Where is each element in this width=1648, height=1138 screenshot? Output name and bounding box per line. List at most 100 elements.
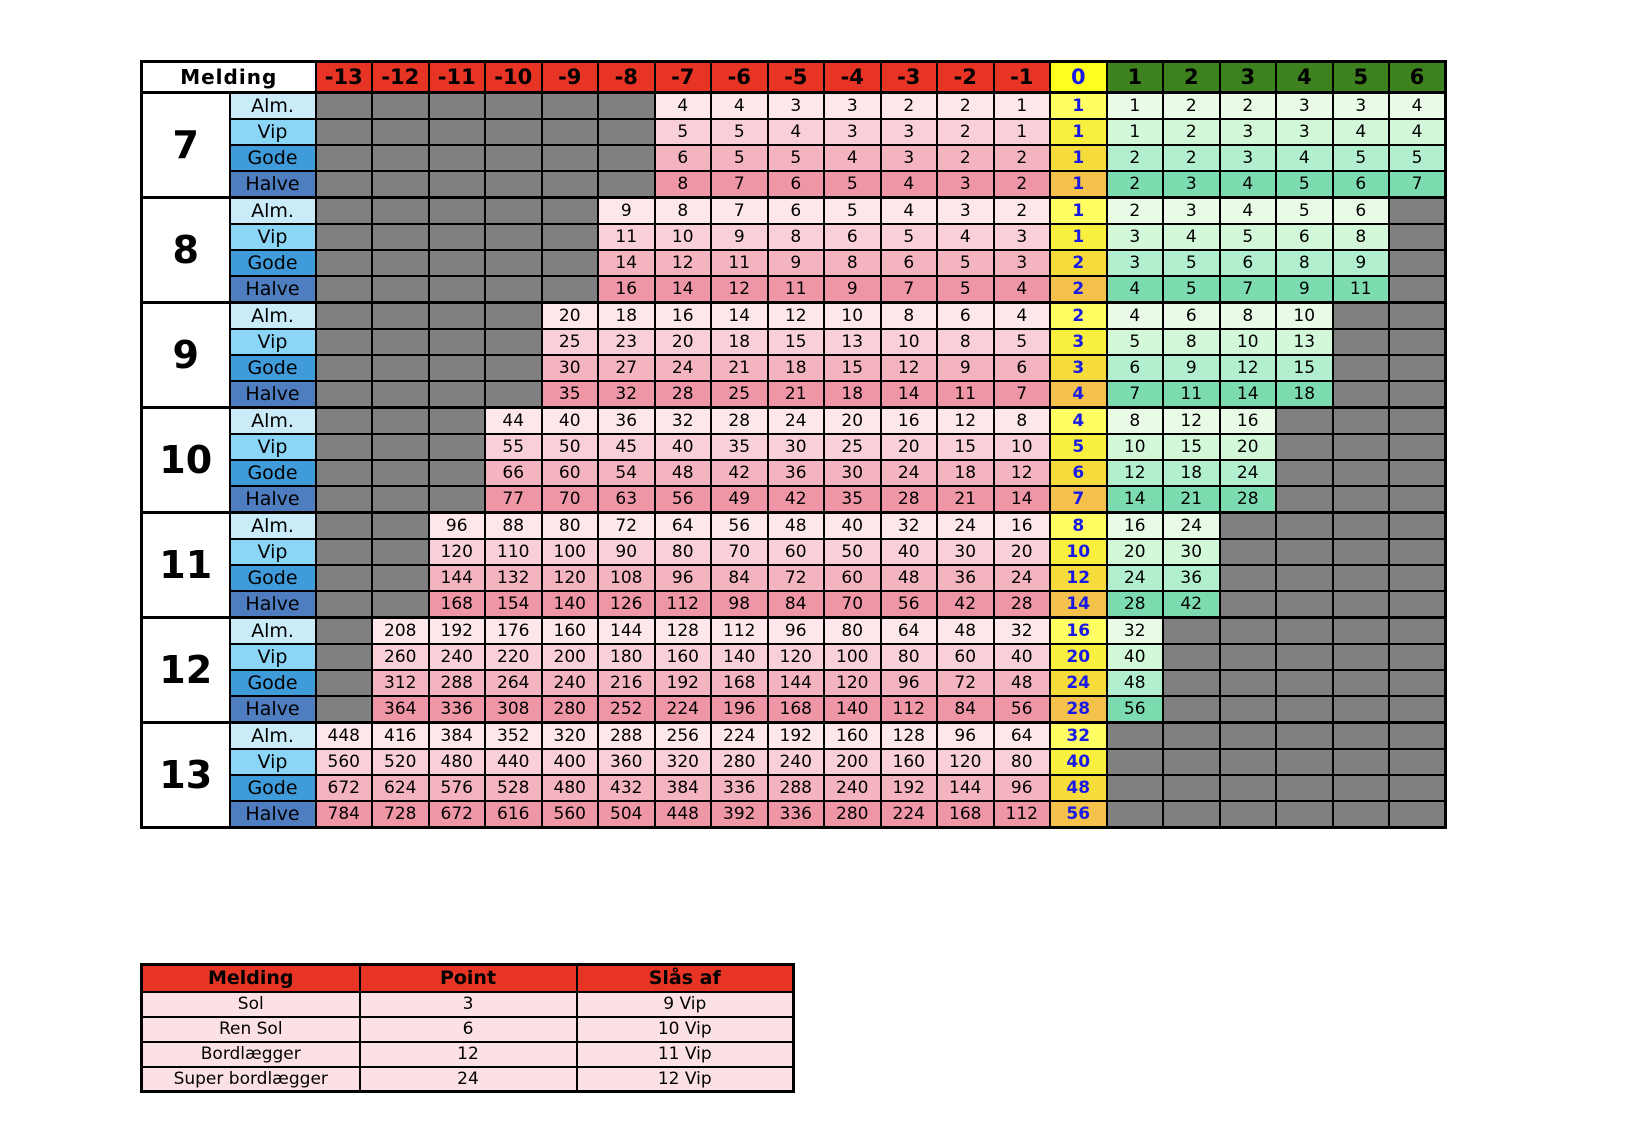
score-cell: 256 [653,721,712,750]
score-cell: 56 [1105,695,1164,724]
column-header: -5 [766,60,825,94]
unavailable-cell [314,485,373,514]
score-cell: 30 [936,538,995,566]
unavailable-cell [484,354,543,382]
unavailable-cell [314,616,373,645]
unavailable-cell [1331,800,1390,829]
category-vip: Vip [228,433,317,461]
unavailable-cell [1331,433,1390,461]
score-cell: 728 [371,800,430,829]
score-cell: 220 [484,643,543,671]
score-cell: 3 [823,118,882,146]
unavailable-cell [597,91,656,120]
unavailable-cell [1388,643,1447,671]
unavailable-cell [484,170,543,199]
score-cell: 4 [653,91,712,120]
unavailable-cell [1331,616,1390,645]
unavailable-cell [1162,669,1221,697]
score-cell: 192 [879,774,938,802]
score-row: Halve 16 14 12 11 9 7 5 4 2 4 5 7 9 11 [142,275,1447,304]
score-cell: 320 [540,721,599,750]
score-cell: 30 [766,433,825,461]
score-cell: 50 [540,433,599,461]
unavailable-cell [427,91,486,120]
score-cell: 14 [879,380,938,409]
score-cell: 7 [710,170,769,199]
score-cell: 15 [823,354,882,382]
unavailable-cell [1218,643,1277,671]
unavailable-cell [484,275,543,304]
unavailable-cell [1275,748,1334,776]
score-cell: 49 [710,485,769,514]
score-cell: 24 [1105,564,1164,592]
score-cell: 4 [1388,118,1447,146]
score-cell: 3 [766,91,825,120]
unavailable-cell [371,406,430,435]
score-cell: 18 [766,354,825,382]
category-vip: Vip [228,538,317,566]
score-cell: 7 [879,275,938,304]
score-cell: 168 [766,695,825,724]
unavailable-cell [1275,511,1334,540]
score-cell: 15 [766,328,825,356]
score-cell: 24 [936,511,995,540]
column-header: -10 [484,60,543,94]
score-cell: 14 [710,301,769,330]
unavailable-cell [1388,800,1447,829]
score-cell: 12 [936,406,995,435]
score-cell: 6 [936,301,995,330]
score-cell: 8 [1331,223,1390,251]
unavailable-cell [371,249,430,277]
unavailable-cell [1331,511,1390,540]
score-cell: 36 [1162,564,1221,592]
score-cell: 2 [936,91,995,120]
bid-level: 10 [140,406,231,514]
column-header: -7 [653,60,712,94]
score-cell: 5 [710,144,769,172]
score-cell: 80 [823,616,882,645]
score-cell: 4 [1105,275,1164,304]
unavailable-cell [1331,669,1390,697]
unavailable-cell [314,538,373,566]
score-cell: 8 [653,170,712,199]
score-table-body: 7 Alm. 4 4 3 3 2 2 1 1 1 2 2 3 3 4 Vip 5 5 4 3 3 2 1 1 1 2 3 3 4 4 Gode… [140,91,1447,829]
score-cell: 7 [992,380,1051,409]
unavailable-cell [1388,433,1447,461]
unavailable-cell [1388,538,1447,566]
unavailable-cell [427,118,486,146]
score-cell: 32 [653,406,712,435]
score-cell: 576 [427,774,486,802]
unavailable-cell [1388,616,1447,645]
score-cell: 160 [879,748,938,776]
legend-row: Ren Sol 6 10 Vip [140,1015,795,1043]
unavailable-cell [427,144,486,172]
unavailable-cell [540,196,599,225]
score-cell: 12 [710,275,769,304]
unavailable-cell [1162,748,1221,776]
unavailable-cell [427,249,486,277]
score-cell: 4 [1388,91,1447,120]
unavailable-cell [1105,774,1164,802]
score-cell: 5 [1275,196,1334,225]
score-cell: 504 [597,800,656,829]
score-cell: 72 [597,511,656,540]
unavailable-cell [1275,774,1334,802]
score-row: Vip 120 110 100 90 80 70 60 50 40 30 20 10 20 30 [142,538,1447,566]
score-cell: 36 [936,564,995,592]
score-cell: 9 [823,275,882,304]
score-cell: 72 [766,564,825,592]
unavailable-cell [314,380,373,409]
score-cell: 14 [653,275,712,304]
score-cell: 27 [597,354,656,382]
score-cell: 440 [484,748,543,776]
score-cell: 224 [710,721,769,750]
score-cell: 4 [766,118,825,146]
score-cell: 48 [653,459,712,487]
unavailable-cell [1162,616,1221,645]
score-cell: 280 [823,800,882,829]
score-row: Vip 260 240 220 200 180 160 140 120 100 80 60 40 20 40 [142,643,1447,671]
unavailable-cell [1275,406,1334,435]
score-table: Melding -13 -12 -11 -10 -9 -8 -7 -6 -5 -4 -3 -2 -1 0 1… [140,60,1447,829]
score-cell: 3 [1162,196,1221,225]
score-cell: 312 [371,669,430,697]
